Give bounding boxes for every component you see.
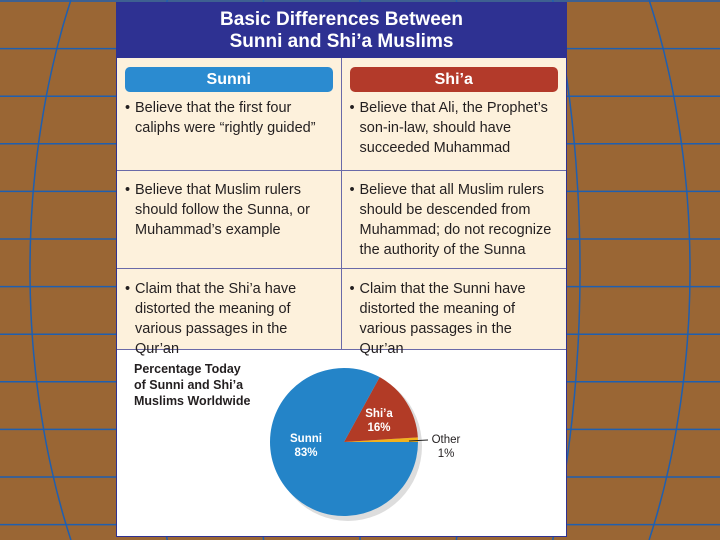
- table-row: • Claim that the Shi’a have distorted the…: [117, 269, 567, 357]
- bullet: •: [125, 182, 131, 198]
- column-headers: Sunni Shi’a: [117, 58, 566, 94]
- grid-meridian: [551, 0, 581, 540]
- slice-value-sunni: 83%: [294, 447, 317, 459]
- table-row: • Believe that Muslim rulers should follo…: [117, 171, 566, 269]
- cell-text: Claim that the Shi’a have distorted the …: [135, 281, 297, 357]
- other-leader-line: [408, 439, 429, 442]
- cell-text: Believe that Muslim rulers should follow…: [135, 182, 310, 238]
- column-header-sunni: Sunni: [125, 67, 333, 92]
- bullet: •: [349, 100, 355, 116]
- chart-title: Percentage Today of Sunni and Shi’a Musl…: [134, 362, 251, 408]
- cell-text: Claim that the Sunni have distorted the …: [359, 281, 526, 357]
- column-cell: Sunni: [117, 58, 342, 94]
- grid-meridian: [29, 0, 72, 540]
- table-cell: • Claim that the Shi’a have distorted the…: [117, 269, 342, 357]
- bullet: •: [349, 281, 355, 297]
- table-cell: • Believe that Muslim rulers should follo…: [117, 171, 342, 268]
- pie-chart: Sunni 83% Shi’a 16% Other 1%: [270, 368, 461, 521]
- grid-meridian: [648, 0, 691, 540]
- title-line: Sunni and Shi’a Muslims: [229, 31, 454, 52]
- pie-slice-other: [344, 437, 418, 442]
- slice-value-shia: 16%: [367, 422, 390, 434]
- column-header-shia: Shi’a: [349, 67, 558, 92]
- bullet: •: [125, 100, 131, 116]
- pie-slice-sunni: [270, 368, 418, 516]
- column-cell: Shi’a: [342, 58, 567, 94]
- slice-label-other: Other: [432, 434, 461, 446]
- pie-slice-shia: [344, 377, 418, 442]
- cell-text: Believe that the first four caliphs were…: [135, 100, 316, 136]
- table-cell: • Claim that the Sunni have distorted the…: [342, 269, 567, 357]
- comparison-card: Basic Differences Between Sunni and Shi’…: [116, 2, 567, 537]
- slice-label-shia: Shi’a: [365, 408, 393, 420]
- table-cell: • Believe that Ali, the Prophet’s son-in-…: [342, 94, 567, 170]
- pie-chart-section: Percentage Today of Sunni and Shi’a Musl…: [117, 347, 566, 536]
- bullet: •: [349, 182, 355, 198]
- table-cell: • Believe that all Muslim rulers should b…: [342, 171, 567, 268]
- slice-label-sunni: Sunni: [290, 433, 322, 445]
- bullet: •: [125, 281, 131, 297]
- slice-value-other: 1%: [438, 448, 455, 460]
- table-cell: • Believe that the first four caliphs wer…: [117, 94, 342, 170]
- page-title: Basic Differences Between Sunni and Shi’…: [117, 3, 566, 58]
- table-row: • Believe that the first four caliphs wer…: [117, 94, 566, 171]
- title-line: Basic Differences Between: [220, 9, 463, 30]
- comparison-table: Sunni Shi’a • Believe that the first four…: [117, 58, 567, 357]
- cell-text: Believe that Ali, the Prophet’s son-in-l…: [359, 100, 548, 156]
- cell-text: Believe that all Muslim rulers should be…: [359, 182, 552, 258]
